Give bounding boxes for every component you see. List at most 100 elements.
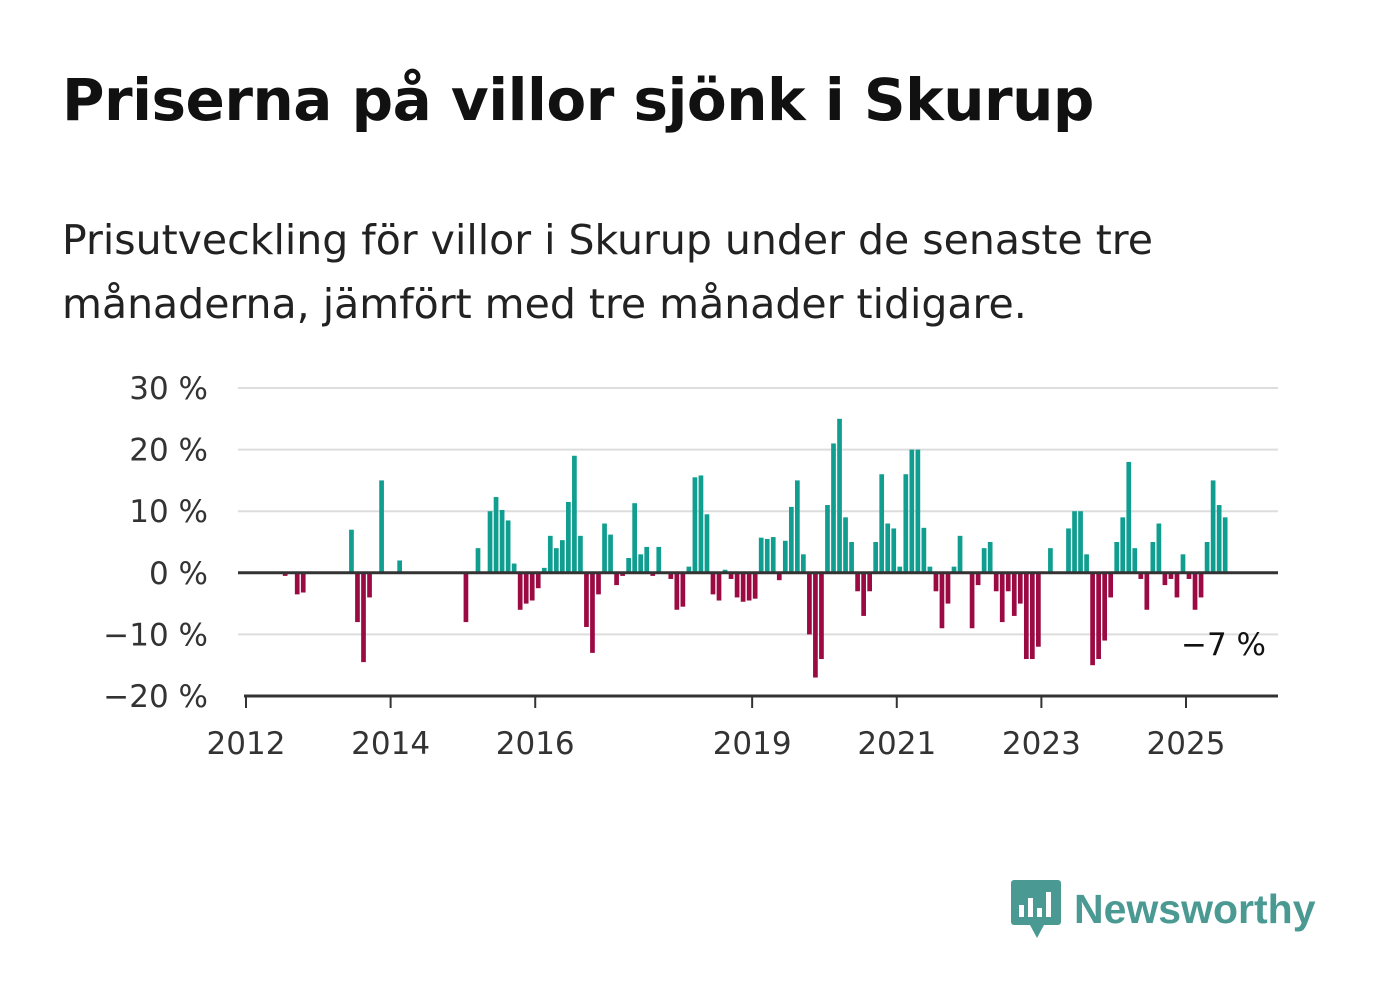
- bar: [1023, 572, 1029, 660]
- bar: [981, 548, 987, 573]
- x-tick-label: 2023: [1002, 726, 1081, 762]
- bar: [879, 474, 885, 573]
- x-tick-label: 2012: [207, 726, 286, 762]
- bar: [674, 572, 680, 610]
- bar: [1102, 572, 1107, 641]
- bar: [584, 572, 589, 628]
- bar: [553, 548, 559, 573]
- bar: [379, 480, 384, 573]
- bar: [656, 546, 662, 573]
- bar: [1078, 511, 1083, 573]
- bar: [1048, 548, 1053, 573]
- bar: [1150, 542, 1156, 573]
- bar: [300, 572, 306, 593]
- bar: [535, 572, 541, 589]
- bar: [831, 443, 836, 573]
- bar: [692, 477, 698, 573]
- bar: [1222, 517, 1228, 573]
- bar: [1144, 572, 1150, 610]
- bar: [1138, 572, 1144, 579]
- bar: [993, 572, 999, 592]
- bar: [638, 554, 644, 573]
- bar: [855, 572, 860, 592]
- bar: [758, 537, 764, 573]
- bar: [1108, 572, 1114, 598]
- bar: [891, 528, 897, 573]
- bar: [957, 535, 963, 573]
- y-tick-label: −10 %: [103, 617, 208, 653]
- x-tick-label: 2016: [496, 726, 575, 762]
- bar: [921, 527, 927, 573]
- bar: [788, 506, 794, 573]
- bar: [578, 535, 583, 573]
- bar: [740, 572, 746, 602]
- bar: [529, 572, 535, 601]
- bar: [710, 572, 716, 595]
- bar: [1090, 572, 1095, 666]
- bar: [590, 572, 595, 653]
- bar: [825, 505, 830, 573]
- x-tick-label: 2019: [713, 726, 792, 762]
- bar: [1096, 572, 1101, 660]
- bar: [505, 520, 511, 573]
- x-tick-label: 2014: [351, 726, 430, 762]
- bar: [1072, 511, 1077, 573]
- x-tick-label: 2021: [857, 726, 936, 762]
- newsworthy-logo-icon: [1011, 880, 1061, 938]
- bar: [843, 517, 848, 573]
- bar: [361, 572, 366, 663]
- bar: [776, 572, 782, 581]
- bar: [1210, 480, 1216, 573]
- gridlines: [238, 387, 1278, 636]
- bar: [752, 572, 758, 599]
- bar: [680, 572, 686, 607]
- y-tick-label: −20 %: [103, 679, 208, 715]
- chart-title: Priserna på villor sjönk i Skurup: [62, 66, 1094, 134]
- bar: [951, 566, 957, 573]
- bar: [728, 572, 734, 579]
- bar: [596, 572, 601, 595]
- bar: [1168, 572, 1174, 579]
- bar: [541, 567, 547, 573]
- newsworthy-logo: Newsworthy: [1010, 878, 1316, 940]
- bar: [1114, 542, 1120, 573]
- bar: [927, 566, 933, 573]
- bar: [1192, 572, 1198, 610]
- bar: [909, 449, 915, 573]
- bar: [849, 542, 854, 573]
- bar: [602, 523, 607, 573]
- bar: [807, 572, 812, 635]
- y-tick-label: 0 %: [149, 556, 208, 592]
- bar: [999, 572, 1005, 623]
- bar: [1216, 505, 1222, 573]
- bar: [632, 503, 637, 573]
- bar: [801, 554, 806, 573]
- bar: [734, 572, 740, 598]
- bar: [1198, 572, 1204, 598]
- bar: [885, 523, 891, 573]
- y-tick-label: 10 %: [129, 494, 208, 530]
- x-tick-label: 2025: [1147, 726, 1226, 762]
- bar: [873, 542, 879, 573]
- bar: [511, 563, 517, 573]
- bar: [397, 560, 402, 573]
- bar: [1204, 542, 1210, 573]
- bar: [897, 566, 903, 573]
- bar: [1126, 461, 1132, 573]
- bar: [1120, 517, 1126, 573]
- bar: [716, 572, 722, 601]
- bar: [355, 572, 360, 623]
- bar: [1066, 528, 1071, 573]
- bar: [795, 480, 800, 573]
- y-tick-label: 20 %: [129, 433, 208, 469]
- bar: [813, 572, 818, 678]
- bar: [620, 572, 625, 576]
- bar: [903, 474, 909, 573]
- bar: [1180, 554, 1186, 573]
- bar: [945, 572, 951, 604]
- bar: [1011, 572, 1017, 616]
- bar: [367, 572, 372, 598]
- bar: [560, 540, 565, 573]
- last-value-label: −7 %: [1181, 627, 1266, 663]
